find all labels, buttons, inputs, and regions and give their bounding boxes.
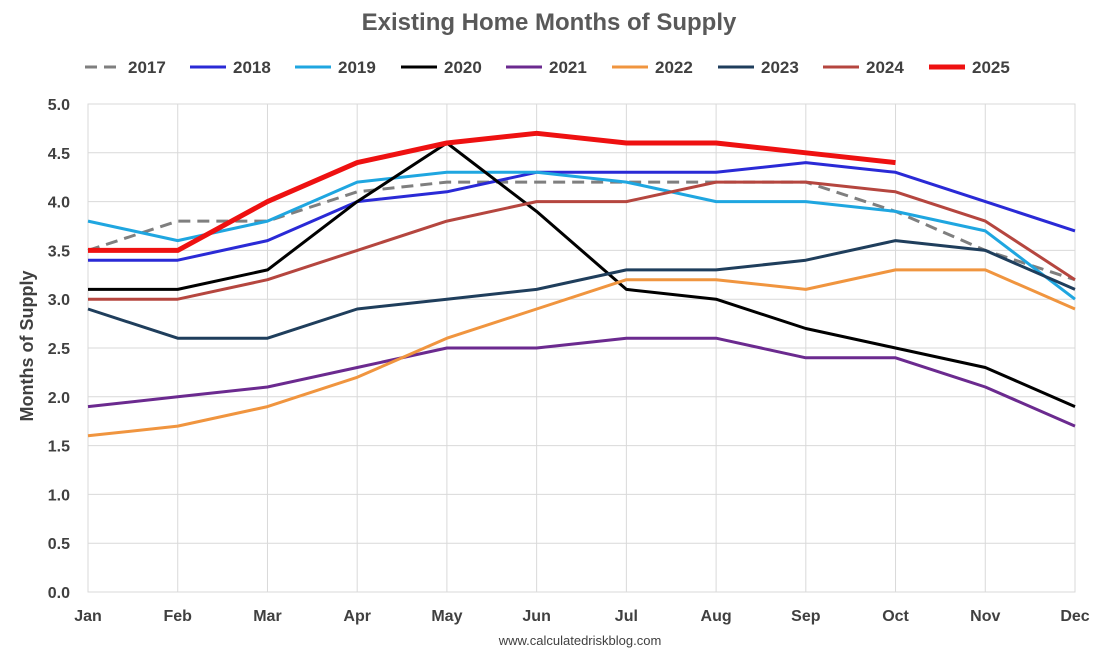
x-tick-label: Jul (615, 608, 638, 625)
series-line-2025 (88, 130, 896, 253)
legend-label-2023: 2023 (761, 58, 799, 77)
y-tick-label: 0.5 (48, 536, 70, 553)
y-axis-ticks: 0.0 0.5 1.0 1.5 2.0 2.5 3.0 3.5 4.0 4.5 5.0 (48, 97, 70, 602)
x-tick-label: Dec (1060, 608, 1089, 625)
legend-label-2017: 2017 (128, 58, 166, 77)
legend-label-2022: 2022 (655, 58, 693, 77)
legend-label-2021: 2021 (549, 58, 587, 77)
x-tick-label: Aug (701, 608, 732, 625)
y-tick-label: 2.5 (48, 341, 70, 358)
legend-label-2025: 2025 (972, 58, 1010, 77)
y-tick-label: 3.0 (48, 292, 70, 309)
x-axis-ticks: Jan Feb Mar Apr May Jun Jul Aug Sep Oct Nov Dec (74, 608, 1090, 625)
x-tick-label: Sep (791, 608, 821, 625)
series-line-2021 (87, 336, 1076, 428)
x-tick-label: Nov (970, 608, 1000, 625)
y-tick-label: 4.0 (48, 195, 70, 212)
y-tick-label: 4.5 (48, 146, 70, 163)
series-lines (87, 130, 1076, 438)
y-axis-title: Months of Supply (17, 271, 37, 422)
x-tick-label: Jan (74, 608, 102, 625)
x-tick-label: Feb (164, 608, 193, 625)
legend-label-2019: 2019 (338, 58, 376, 77)
legend-label-2020: 2020 (444, 58, 482, 77)
gridlines (87, 103, 1076, 593)
series-line-2020 (88, 141, 1076, 408)
y-tick-label: 0.0 (48, 585, 70, 602)
y-tick-label: 3.5 (48, 243, 70, 260)
series-line-2017 (87, 180, 1076, 282)
x-tick-label: Apr (343, 608, 371, 625)
series-line-2022 (87, 268, 1076, 438)
series-line-2023 (87, 239, 1076, 340)
series-line-2018 (88, 161, 1076, 262)
y-tick-label: 5.0 (48, 97, 70, 114)
y-tick-label: 1.5 (48, 439, 70, 456)
x-tick-label: May (431, 608, 462, 625)
legend: 2017 2018 2019 2020 2021 2022 2023 2024 2025 (85, 58, 1010, 77)
x-tick-label: Jun (522, 608, 550, 625)
x-tick-label: Mar (253, 608, 281, 625)
y-tick-label: 2.0 (48, 390, 70, 407)
series-line-2019 (87, 170, 1076, 301)
legend-label-2024: 2024 (866, 58, 904, 77)
legend-label-2018: 2018 (233, 58, 271, 77)
plot-area (87, 103, 1076, 593)
x-tick-label: Oct (882, 608, 909, 625)
chart-title: Existing Home Months of Supply (362, 9, 737, 36)
series-line-2024 (88, 180, 1076, 301)
y-tick-label: 1.0 (48, 487, 70, 504)
source-credit: www.calculatedriskblog.com (498, 633, 662, 648)
